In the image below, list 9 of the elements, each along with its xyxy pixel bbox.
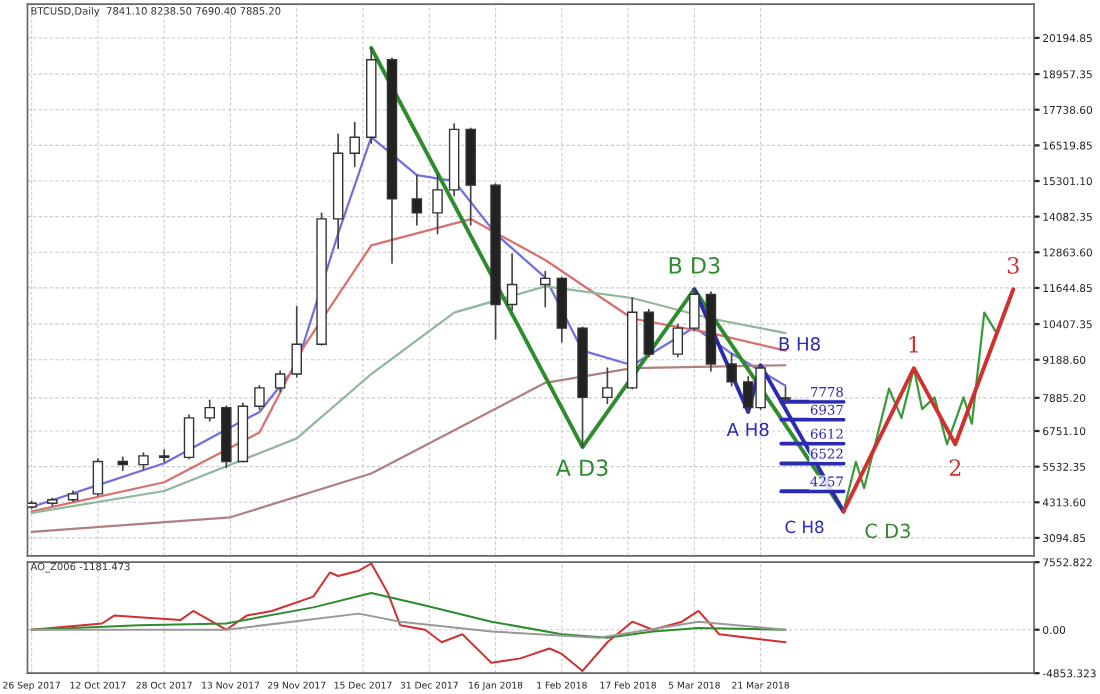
annotation: 2 bbox=[949, 459, 961, 476]
annotation: B D3 bbox=[669, 257, 720, 274]
annotation: 1 bbox=[909, 335, 918, 353]
annotation: C H8 bbox=[785, 520, 824, 534]
annotation: A H8 bbox=[726, 422, 769, 437]
annotation: C D3 bbox=[865, 523, 910, 539]
annotation: 3 bbox=[1007, 257, 1019, 274]
annotation: B H8 bbox=[779, 336, 820, 351]
annotation: A D3 bbox=[555, 459, 608, 477]
